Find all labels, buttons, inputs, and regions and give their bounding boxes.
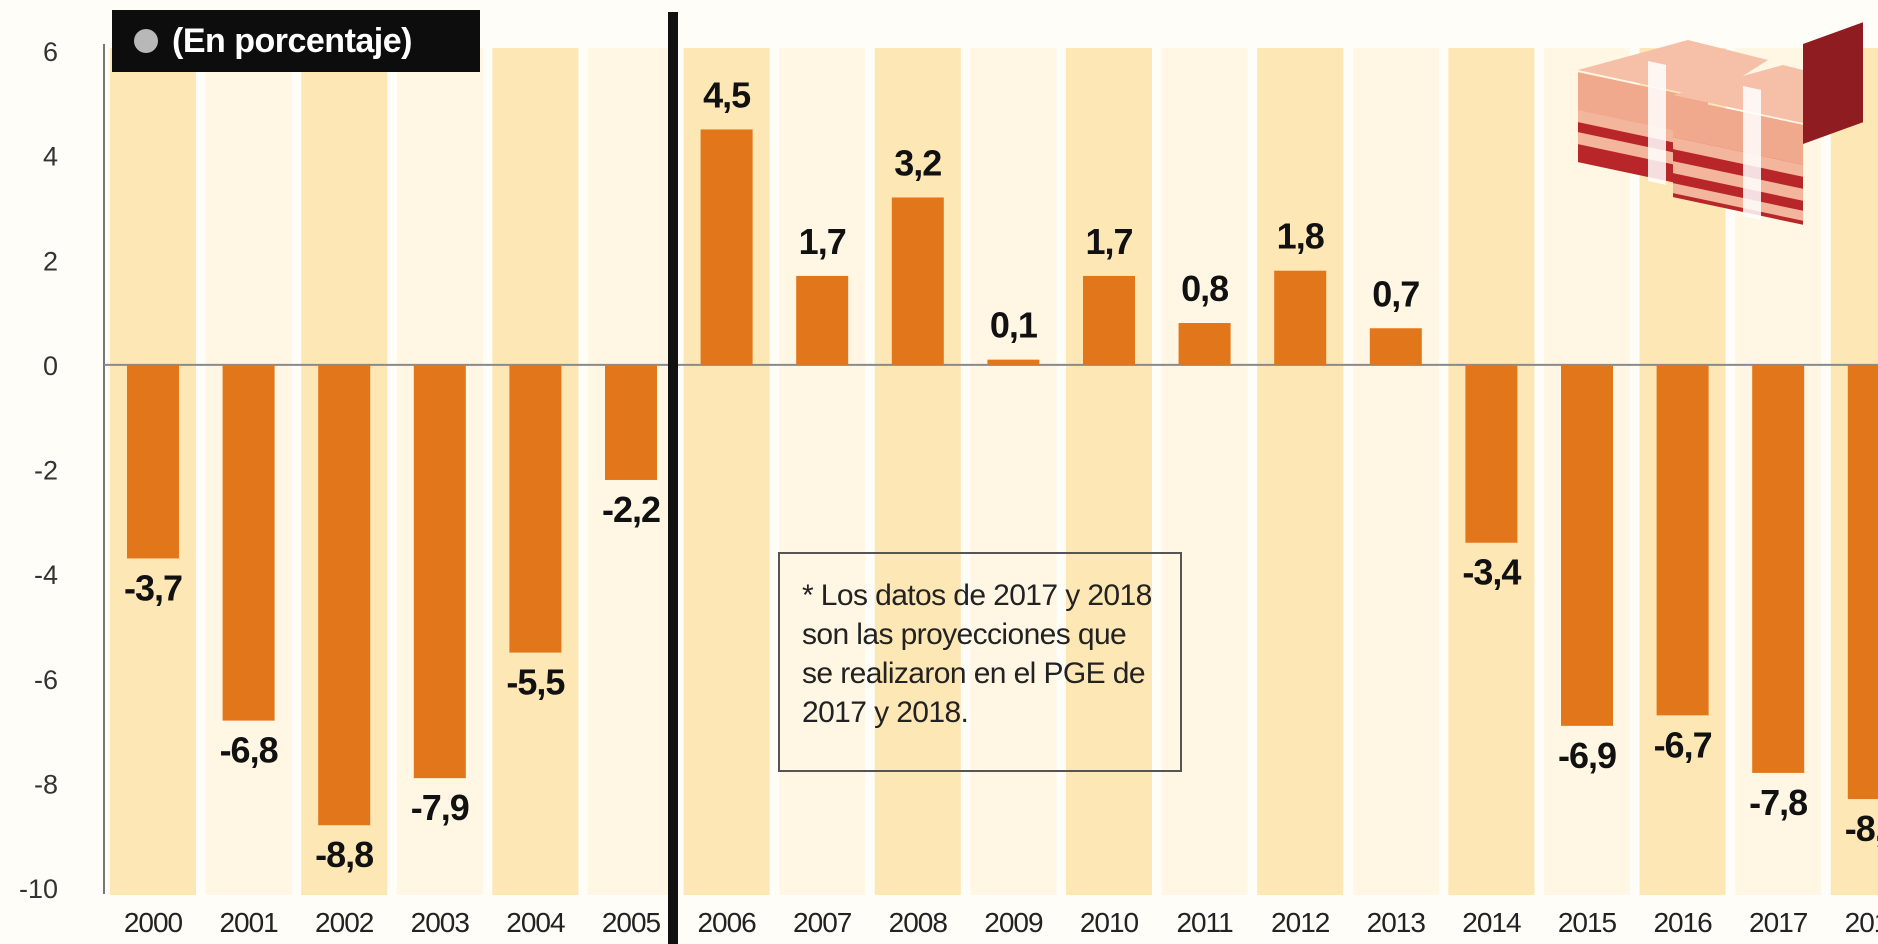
y-tick-label: -10	[19, 874, 58, 904]
x-tick-label: 2007	[793, 907, 852, 938]
y-tick-label: 0	[43, 351, 58, 381]
x-tick-label: 2012	[1271, 907, 1330, 938]
x-tick-label: 2018	[1845, 907, 1878, 938]
x-tick-label: 2015	[1558, 907, 1617, 938]
data-label: 4,5	[703, 74, 751, 115]
bar	[318, 364, 371, 826]
bar	[1465, 364, 1518, 543]
note-box: * Los datos de 2017 y 2018 son las proye…	[778, 552, 1182, 772]
data-label: -8,8	[315, 834, 373, 875]
column-band	[970, 48, 1057, 895]
data-label: 1,7	[1085, 221, 1132, 262]
bar	[700, 129, 753, 365]
x-tick-label: 2004	[506, 907, 565, 938]
data-label: -6,9	[1558, 735, 1616, 776]
bar	[1847, 364, 1878, 800]
column-band	[779, 48, 866, 895]
data-label: -3,4	[1462, 552, 1521, 593]
data-label: -7,9	[411, 787, 469, 828]
money-stack-icon	[1578, 22, 1863, 225]
bar	[1752, 364, 1805, 773]
x-tick-label: 2017	[1749, 907, 1808, 938]
column-band	[1161, 48, 1248, 895]
note-text: * Los datos de 2017 y 2018 son las proye…	[802, 579, 1152, 729]
bar	[605, 364, 657, 480]
column-band	[1352, 48, 1439, 895]
bar	[891, 197, 944, 365]
data-label: -6,7	[1654, 724, 1712, 765]
data-label: 0,7	[1372, 273, 1419, 314]
bar	[1656, 364, 1709, 716]
data-label: -6,8	[220, 730, 278, 771]
data-label: -8,3	[1845, 808, 1878, 849]
data-label: 1,8	[1277, 216, 1324, 257]
bar	[509, 364, 562, 653]
y-tick-label: -2	[34, 456, 58, 486]
y-tick-label: 2	[43, 246, 58, 276]
y-tick-label: -8	[34, 769, 58, 799]
legend-label: (En porcentaje)	[172, 21, 412, 60]
y-tick-label: -6	[34, 665, 58, 695]
column-band	[1257, 48, 1344, 895]
y-tick-label: 6	[43, 37, 58, 67]
x-tick-label: 2001	[219, 907, 278, 938]
x-tick-label: 2009	[984, 907, 1043, 938]
bar	[1083, 275, 1135, 365]
x-tick-label: 2013	[1367, 907, 1426, 938]
data-label: 0,1	[990, 305, 1038, 346]
period-divider	[668, 12, 678, 944]
data-label: -3,7	[124, 567, 182, 608]
x-tick-label: 2008	[889, 907, 948, 938]
x-tick-label: 2003	[411, 907, 470, 938]
column-band	[874, 48, 961, 895]
data-label: 0,8	[1181, 268, 1228, 309]
legend-dot-icon	[134, 29, 158, 53]
y-tick-label: -4	[34, 560, 58, 590]
bar	[1561, 364, 1613, 726]
x-tick-label: 2016	[1653, 907, 1712, 938]
x-tick-label: 2000	[124, 907, 183, 938]
bar	[127, 364, 179, 559]
bar	[1274, 270, 1327, 365]
bar	[987, 359, 1040, 365]
x-tick-label: 2002	[315, 907, 374, 938]
x-tick-label: 2011	[1176, 907, 1233, 938]
bar	[1178, 323, 1231, 365]
data-label: 1,7	[799, 221, 846, 262]
data-label: -7,8	[1749, 782, 1807, 823]
data-label: -5,5	[506, 662, 565, 703]
x-tick-label: 2006	[697, 907, 756, 938]
bar	[1369, 328, 1422, 365]
bar	[796, 275, 849, 365]
x-tick-label: 2014	[1462, 907, 1521, 938]
legend-box: (En porcentaje)	[112, 10, 480, 72]
x-tick-label: 2010	[1080, 907, 1139, 938]
data-label: 3,2	[894, 142, 941, 183]
x-tick-label: 2005	[602, 907, 661, 938]
column-band	[1066, 48, 1152, 895]
y-tick-label: 4	[43, 142, 58, 172]
data-label: -2,2	[602, 489, 660, 530]
bar	[222, 364, 275, 721]
bar	[413, 364, 466, 779]
